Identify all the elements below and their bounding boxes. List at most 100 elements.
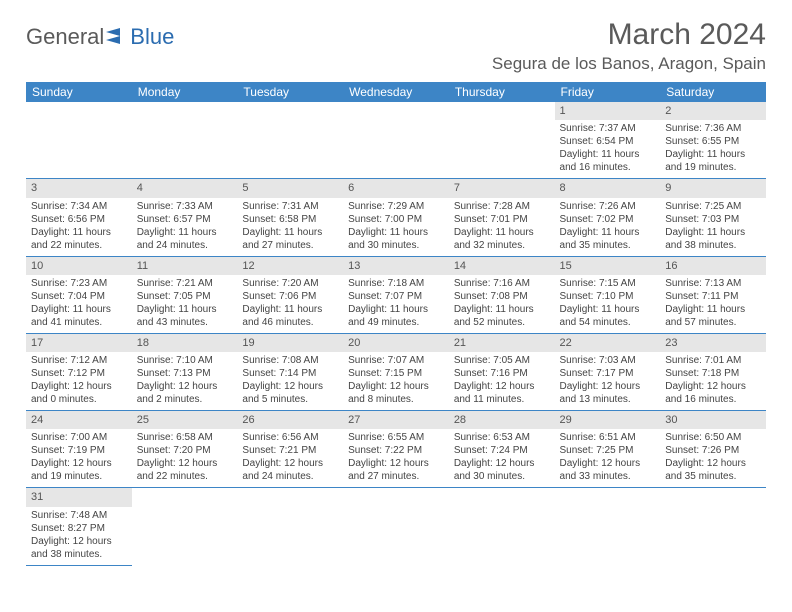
day-body: Sunrise: 7:00 AMSunset: 7:19 PMDaylight:… — [26, 429, 132, 487]
day-number: 4 — [132, 179, 238, 197]
calendar-day-cell: 14Sunrise: 7:16 AMSunset: 7:08 PMDayligh… — [449, 256, 555, 333]
calendar-day-cell — [132, 102, 238, 179]
calendar-day-cell: 29Sunrise: 6:51 AMSunset: 7:25 PMDayligh… — [555, 411, 661, 488]
sunrise-text: Sunrise: 7:13 AM — [665, 277, 761, 290]
day-body: Sunrise: 6:55 AMSunset: 7:22 PMDaylight:… — [343, 429, 449, 487]
day-body: Sunrise: 7:29 AMSunset: 7:00 PMDaylight:… — [343, 198, 449, 256]
sunrise-text: Sunrise: 7:03 AM — [560, 354, 656, 367]
sunset-text: Sunset: 7:10 PM — [560, 290, 656, 303]
sunrise-text: Sunrise: 7:00 AM — [31, 431, 127, 444]
calendar-week-row: 31Sunrise: 7:48 AMSunset: 8:27 PMDayligh… — [26, 488, 766, 565]
logo-flag-icon — [106, 28, 130, 46]
day-body: Sunrise: 7:25 AMSunset: 7:03 PMDaylight:… — [660, 198, 766, 256]
day-body: Sunrise: 6:50 AMSunset: 7:26 PMDaylight:… — [660, 429, 766, 487]
sunset-text: Sunset: 6:55 PM — [665, 135, 761, 148]
daylight-text: Daylight: 12 hours and 27 minutes. — [348, 457, 444, 483]
title-block: March 2024 Segura de los Banos, Aragon, … — [492, 18, 766, 74]
sunrise-text: Sunrise: 7:12 AM — [31, 354, 127, 367]
sunset-text: Sunset: 7:22 PM — [348, 444, 444, 457]
day-number: 12 — [237, 257, 343, 275]
calendar-day-cell: 28Sunrise: 6:53 AMSunset: 7:24 PMDayligh… — [449, 411, 555, 488]
calendar-day-cell: 5Sunrise: 7:31 AMSunset: 6:58 PMDaylight… — [237, 179, 343, 256]
sunrise-text: Sunrise: 7:10 AM — [137, 354, 233, 367]
calendar-day-cell — [449, 102, 555, 179]
calendar-day-cell: 3Sunrise: 7:34 AMSunset: 6:56 PMDaylight… — [26, 179, 132, 256]
sunrise-text: Sunrise: 7:18 AM — [348, 277, 444, 290]
weekday-header: Monday — [132, 82, 238, 102]
day-number: 15 — [555, 257, 661, 275]
sunrise-text: Sunrise: 6:50 AM — [665, 431, 761, 444]
calendar-week-row: 17Sunrise: 7:12 AMSunset: 7:12 PMDayligh… — [26, 333, 766, 410]
calendar-day-cell — [237, 102, 343, 179]
calendar-day-cell: 23Sunrise: 7:01 AMSunset: 7:18 PMDayligh… — [660, 333, 766, 410]
calendar-day-cell: 30Sunrise: 6:50 AMSunset: 7:26 PMDayligh… — [660, 411, 766, 488]
sunset-text: Sunset: 7:11 PM — [665, 290, 761, 303]
day-number: 25 — [132, 411, 238, 429]
sunset-text: Sunset: 6:57 PM — [137, 213, 233, 226]
sunrise-text: Sunrise: 6:53 AM — [454, 431, 550, 444]
sunrise-text: Sunrise: 7:34 AM — [31, 200, 127, 213]
day-body: Sunrise: 7:12 AMSunset: 7:12 PMDaylight:… — [26, 352, 132, 410]
sunset-text: Sunset: 6:56 PM — [31, 213, 127, 226]
daylight-text: Daylight: 12 hours and 2 minutes. — [137, 380, 233, 406]
day-number: 28 — [449, 411, 555, 429]
sunrise-text: Sunrise: 7:23 AM — [31, 277, 127, 290]
sunrise-text: Sunrise: 7:28 AM — [454, 200, 550, 213]
daylight-text: Daylight: 12 hours and 11 minutes. — [454, 380, 550, 406]
daylight-text: Daylight: 11 hours and 22 minutes. — [31, 226, 127, 252]
sunrise-text: Sunrise: 7:26 AM — [560, 200, 656, 213]
daylight-text: Daylight: 12 hours and 30 minutes. — [454, 457, 550, 483]
daylight-text: Daylight: 12 hours and 33 minutes. — [560, 457, 656, 483]
daylight-text: Daylight: 11 hours and 35 minutes. — [560, 226, 656, 252]
day-number: 21 — [449, 334, 555, 352]
calendar-day-cell — [26, 102, 132, 179]
daylight-text: Daylight: 11 hours and 27 minutes. — [242, 226, 338, 252]
day-number: 2 — [660, 102, 766, 120]
daylight-text: Daylight: 12 hours and 24 minutes. — [242, 457, 338, 483]
day-number: 19 — [237, 334, 343, 352]
sunrise-text: Sunrise: 6:55 AM — [348, 431, 444, 444]
day-number: 29 — [555, 411, 661, 429]
sunset-text: Sunset: 7:20 PM — [137, 444, 233, 457]
day-body: Sunrise: 6:56 AMSunset: 7:21 PMDaylight:… — [237, 429, 343, 487]
weekday-header: Friday — [555, 82, 661, 102]
daylight-text: Daylight: 11 hours and 54 minutes. — [560, 303, 656, 329]
calendar-week-row: 10Sunrise: 7:23 AMSunset: 7:04 PMDayligh… — [26, 256, 766, 333]
daylight-text: Daylight: 11 hours and 24 minutes. — [137, 226, 233, 252]
sunset-text: Sunset: 7:00 PM — [348, 213, 444, 226]
day-body: Sunrise: 7:48 AMSunset: 8:27 PMDaylight:… — [26, 507, 132, 565]
daylight-text: Daylight: 12 hours and 8 minutes. — [348, 380, 444, 406]
day-body: Sunrise: 7:16 AMSunset: 7:08 PMDaylight:… — [449, 275, 555, 333]
calendar-day-cell: 18Sunrise: 7:10 AMSunset: 7:13 PMDayligh… — [132, 333, 238, 410]
day-number: 11 — [132, 257, 238, 275]
calendar-table: Sunday Monday Tuesday Wednesday Thursday… — [26, 82, 766, 566]
calendar-week-row: 1Sunrise: 7:37 AMSunset: 6:54 PMDaylight… — [26, 102, 766, 179]
sunset-text: Sunset: 7:26 PM — [665, 444, 761, 457]
calendar-day-cell: 21Sunrise: 7:05 AMSunset: 7:16 PMDayligh… — [449, 333, 555, 410]
calendar-day-cell — [237, 488, 343, 565]
sunset-text: Sunset: 7:01 PM — [454, 213, 550, 226]
day-body: Sunrise: 7:23 AMSunset: 7:04 PMDaylight:… — [26, 275, 132, 333]
day-body: Sunrise: 7:28 AMSunset: 7:01 PMDaylight:… — [449, 198, 555, 256]
day-number: 8 — [555, 179, 661, 197]
sunset-text: Sunset: 7:13 PM — [137, 367, 233, 380]
sunrise-text: Sunrise: 7:29 AM — [348, 200, 444, 213]
day-number: 24 — [26, 411, 132, 429]
weekday-header-row: Sunday Monday Tuesday Wednesday Thursday… — [26, 82, 766, 102]
sunrise-text: Sunrise: 7:33 AM — [137, 200, 233, 213]
day-body: Sunrise: 7:36 AMSunset: 6:55 PMDaylight:… — [660, 120, 766, 178]
day-number: 14 — [449, 257, 555, 275]
calendar-day-cell: 10Sunrise: 7:23 AMSunset: 7:04 PMDayligh… — [26, 256, 132, 333]
calendar-day-cell: 26Sunrise: 6:56 AMSunset: 7:21 PMDayligh… — [237, 411, 343, 488]
sunrise-text: Sunrise: 7:36 AM — [665, 122, 761, 135]
sunset-text: Sunset: 7:03 PM — [665, 213, 761, 226]
calendar-day-cell: 13Sunrise: 7:18 AMSunset: 7:07 PMDayligh… — [343, 256, 449, 333]
day-body: Sunrise: 7:15 AMSunset: 7:10 PMDaylight:… — [555, 275, 661, 333]
day-number: 5 — [237, 179, 343, 197]
daylight-text: Daylight: 11 hours and 49 minutes. — [348, 303, 444, 329]
calendar-day-cell: 1Sunrise: 7:37 AMSunset: 6:54 PMDaylight… — [555, 102, 661, 179]
day-body: Sunrise: 7:31 AMSunset: 6:58 PMDaylight:… — [237, 198, 343, 256]
day-body: Sunrise: 7:07 AMSunset: 7:15 PMDaylight:… — [343, 352, 449, 410]
calendar-day-cell — [449, 488, 555, 565]
calendar-day-cell: 7Sunrise: 7:28 AMSunset: 7:01 PMDaylight… — [449, 179, 555, 256]
